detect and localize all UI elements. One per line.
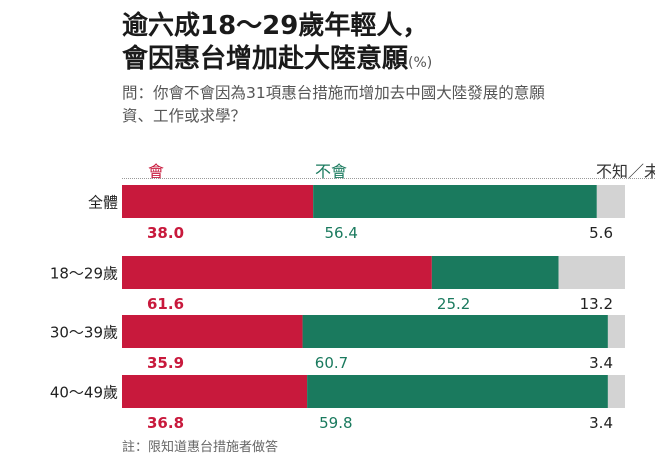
bar-segment: [596, 185, 625, 218]
data-label: 3.4: [589, 414, 613, 432]
legend-no: 不會: [315, 162, 348, 181]
legend-unknown: 不知／未答: [596, 162, 655, 181]
data-label: 35.9: [147, 354, 184, 372]
footnote: 註：限知道惠台措施者做答: [122, 440, 279, 455]
title-line-2-text: 會因惠台增加赴大陸意願: [122, 44, 409, 74]
title-unit: (%): [408, 55, 433, 71]
data-label: 38.0: [147, 224, 184, 242]
data-label: 13.2: [580, 295, 613, 313]
bar-segment: [431, 256, 559, 289]
category-label: 30～39歲: [50, 324, 118, 342]
question-line-2: 資、工作或求學？: [122, 107, 247, 125]
data-label: 3.4: [589, 354, 613, 372]
bar-segment: [607, 315, 625, 348]
bar-segment: [122, 315, 303, 348]
survey-question: 問：你會不會因為31項惠台措施而增加去中國大陸發展的意願 資、工作或求學？: [122, 82, 655, 128]
data-label: 25.2: [437, 295, 470, 313]
question-line-1: 問：你會不會因為31項惠台措施而增加去中國大陸發展的意願: [122, 84, 545, 102]
bar-segment: [307, 375, 608, 408]
data-label: 36.8: [147, 414, 184, 432]
bar-segment: [122, 375, 308, 408]
bar-segment: [313, 185, 597, 218]
category-label: 18～29歲: [50, 265, 118, 283]
data-label: 61.6: [147, 295, 184, 313]
chart-title: 逾六成18～29歲年輕人， 會因惠台增加赴大陸意願(%): [122, 10, 432, 80]
bar-segment: [607, 375, 625, 408]
category-label: 全體: [88, 194, 118, 212]
legend-divider: [122, 178, 655, 179]
title-line-1: 逾六成18～29歲年輕人，: [122, 11, 429, 41]
bar-segment: [558, 256, 625, 289]
data-label: 56.4: [324, 224, 357, 242]
title-line-2: 會因惠台增加赴大陸意願(%): [122, 43, 432, 80]
legend-yes: 會: [148, 162, 165, 181]
bar-segment: [122, 185, 314, 218]
data-label: 59.8: [319, 414, 352, 432]
data-label: 5.6: [589, 224, 613, 242]
bar-segment: [122, 256, 432, 289]
bar-segment: [302, 315, 608, 348]
data-label: 60.7: [315, 354, 348, 372]
category-label: 40～49歲: [50, 384, 118, 402]
